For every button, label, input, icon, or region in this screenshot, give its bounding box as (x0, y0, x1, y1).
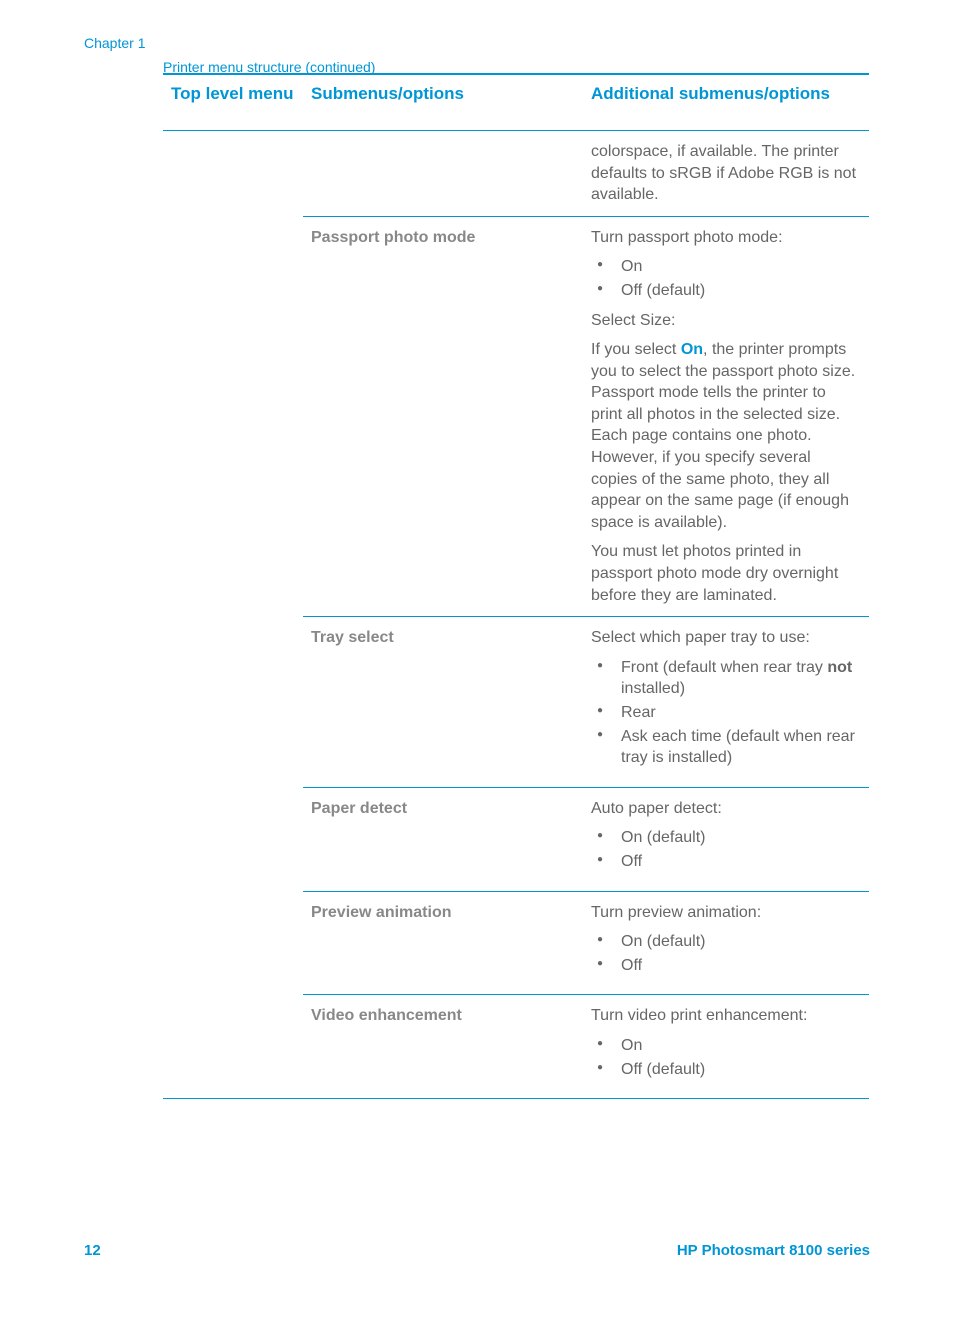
product-name: HP Photosmart 8100 series (677, 1241, 870, 1261)
option-list: On (default) Off (591, 931, 861, 976)
chapter-label: Chapter 1 (84, 34, 145, 53)
header-additional: Additional submenus/options (583, 74, 869, 130)
text-fragment: Front (default when rear tray (621, 659, 827, 676)
list-item: On (591, 256, 861, 278)
text-fragment: , the printer prompts you to select the … (591, 341, 855, 531)
cell-submenu (303, 130, 583, 216)
cell-submenu: Video enhancement (303, 995, 583, 1099)
list-item: Front (default when rear tray not instal… (591, 657, 861, 700)
list-item: Ask each time (default when rear tray is… (591, 726, 861, 769)
submenu-label: Passport photo mode (311, 229, 475, 246)
text-accent: On (681, 341, 703, 358)
option-list: On (default) Off (591, 827, 861, 872)
text: Auto paper detect: (591, 798, 861, 820)
table-row: colorspace, if available. The printer de… (163, 130, 869, 216)
cell-submenu: Passport photo mode (303, 216, 583, 617)
text: Turn passport photo mode: (591, 227, 861, 249)
list-item: Off (default) (591, 280, 861, 302)
text: Select which paper tray to use: (591, 627, 861, 649)
list-item: On (default) (591, 931, 861, 953)
text: Turn preview animation: (591, 902, 861, 924)
page-number: 12 (84, 1241, 101, 1261)
option-list: Front (default when rear tray not instal… (591, 657, 861, 769)
cell-submenu: Paper detect (303, 787, 583, 891)
submenu-label: Tray select (311, 629, 394, 646)
header-top-level: Top level menu (163, 74, 303, 130)
text-fragment: If you select (591, 341, 681, 358)
menu-structure-table: Top level menu Submenus/options Addition… (163, 73, 869, 1099)
submenu-label: Paper detect (311, 800, 407, 817)
cell-additional: colorspace, if available. The printer de… (583, 130, 869, 216)
text-fragment: installed) (621, 680, 685, 697)
header-submenus: Submenus/options (303, 74, 583, 130)
list-item: Rear (591, 702, 861, 724)
text: If you select On, the printer prompts yo… (591, 339, 861, 533)
text: Select Size: (591, 310, 861, 332)
list-item: On (591, 1035, 861, 1057)
option-list: On Off (default) (591, 256, 861, 301)
cell-submenu: Tray select (303, 617, 583, 788)
list-item: Off (default) (591, 1059, 861, 1081)
text-bold: not (827, 659, 852, 676)
submenu-label: Preview animation (311, 904, 452, 921)
cell-additional: Turn video print enhancement: On Off (de… (583, 995, 869, 1099)
table-header-row: Top level menu Submenus/options Addition… (163, 74, 869, 130)
list-item: Off (591, 851, 861, 873)
page-footer: 12 HP Photosmart 8100 series (84, 1241, 870, 1261)
list-item: On (default) (591, 827, 861, 849)
text: You must let photos printed in passport … (591, 541, 861, 606)
cell-additional: Select which paper tray to use: Front (d… (583, 617, 869, 788)
cell-additional: Auto paper detect: On (default) Off (583, 787, 869, 891)
text: colorspace, if available. The printer de… (591, 141, 861, 206)
cell-additional: Turn passport photo mode: On Off (defaul… (583, 216, 869, 617)
option-list: On Off (default) (591, 1035, 861, 1080)
text: Turn video print enhancement: (591, 1005, 861, 1027)
cell-submenu: Preview animation (303, 891, 583, 995)
submenu-label: Video enhancement (311, 1007, 462, 1024)
cell-top-level (163, 130, 303, 1098)
list-item: Off (591, 955, 861, 977)
cell-additional: Turn preview animation: On (default) Off (583, 891, 869, 995)
